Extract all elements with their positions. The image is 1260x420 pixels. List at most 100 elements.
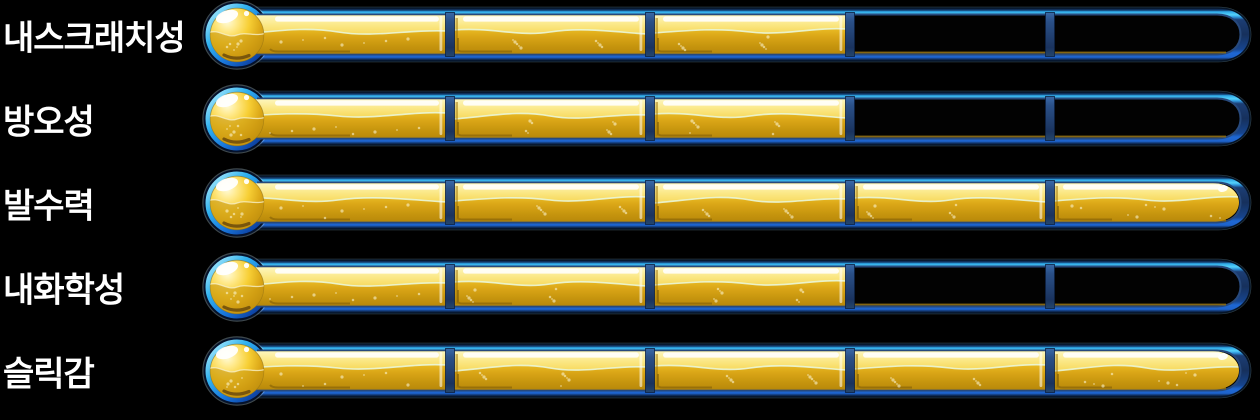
segment-divider (445, 264, 455, 309)
bulb-liquid (210, 31, 264, 62)
fill-speckle (683, 48, 687, 52)
fill-speckle (872, 217, 874, 219)
fill-speckle (563, 374, 567, 378)
fill-speckle (539, 208, 543, 212)
fill-speckle (233, 49, 235, 51)
segment-corner-shadow (657, 38, 712, 53)
segment-left-shadow (655, 354, 658, 388)
fill-speckle (1185, 372, 1187, 374)
fill-speckle (701, 208, 705, 212)
fill-speckle (363, 42, 365, 44)
fill-speckle (1110, 372, 1114, 376)
bulb-shine-highlight (215, 9, 239, 24)
segment-left-shadow (455, 270, 458, 304)
gauge-row: 발수력 (0, 168, 1260, 252)
fill-speckle (560, 385, 562, 387)
fill-speckle (536, 205, 538, 207)
gloss-highlight (663, 268, 839, 274)
segment-right-highlight (839, 184, 843, 219)
fill-speckle (548, 295, 552, 299)
fill-speckle (406, 37, 410, 41)
fill-speckle (236, 46, 238, 48)
fill-speckle (810, 377, 814, 381)
fill-speckle (867, 212, 871, 216)
wave-line (230, 363, 446, 370)
gloss-highlight (275, 184, 439, 190)
fill-speckle (312, 293, 316, 297)
gauge-bar (202, 84, 1252, 154)
fill-speckle (1135, 215, 1139, 219)
segment-divider (845, 96, 855, 141)
fill-speckle (543, 212, 547, 216)
gloss-highlight (463, 268, 639, 274)
gauge-row: 방오성 (0, 84, 1260, 168)
fill-speckle (801, 290, 805, 294)
fill-speckle (241, 377, 243, 379)
wave-line (854, 363, 1046, 370)
fill-speckle (467, 296, 471, 300)
gold-fill-segment (654, 351, 846, 390)
fill-speckle (530, 121, 534, 125)
bulb-bottom-shadow (222, 53, 251, 60)
gold-fill-segment (654, 267, 846, 306)
fill-speckle (1127, 214, 1129, 216)
segment-divider (1045, 12, 1055, 57)
segment-divider (445, 96, 455, 141)
fill-speckle (528, 119, 532, 123)
segment-corner-shadow (857, 374, 912, 389)
fill-speckle (609, 132, 613, 136)
fill-speckle (512, 39, 514, 41)
fill-speckle (515, 42, 519, 46)
segment-right-highlight (639, 100, 643, 135)
fill-speckle (1166, 381, 1170, 385)
fill-speckle (233, 291, 237, 295)
fill-speckle (789, 214, 791, 216)
fill-speckle (598, 43, 602, 47)
segment-divider (1045, 264, 1055, 309)
wave-line (654, 27, 846, 34)
bulb-liquid (210, 283, 264, 314)
fill-speckle (384, 205, 388, 209)
fill-speckle (373, 130, 377, 134)
fill-speckle (240, 212, 244, 216)
fill-speckle (714, 299, 718, 303)
fill-speckle (976, 381, 980, 385)
fill-speckle (469, 298, 473, 302)
segment-right-highlight (639, 268, 643, 303)
bulb-bottom-shadow (222, 221, 251, 228)
fill-speckle (466, 295, 468, 297)
fill-speckle (613, 122, 617, 126)
segment-left-shadow (655, 102, 658, 136)
fill-speckle (226, 128, 228, 130)
bulb-liquid-lower (210, 115, 264, 146)
fill-speckle (302, 205, 304, 207)
fill-speckle (1154, 206, 1156, 208)
wave-line (854, 196, 1046, 203)
fill-speckle (1158, 380, 1160, 382)
gold-fill-segment (454, 267, 646, 306)
fill-speckle (774, 121, 776, 123)
fill-speckle (897, 384, 901, 388)
fill-speckle (340, 43, 344, 47)
fill-speckle (891, 378, 895, 382)
wave-line (454, 28, 646, 35)
bulb-wave-line (210, 31, 264, 37)
fill-speckle (236, 42, 240, 46)
row-label: 발수력 (3, 186, 95, 227)
fill-speckle (618, 205, 622, 209)
segment-left-shadow (455, 186, 458, 220)
gloss-highlight (463, 100, 639, 106)
fill-speckle (229, 215, 233, 219)
gauge-bar (202, 252, 1252, 322)
segment-divider (645, 180, 655, 225)
fill-speckle (790, 215, 794, 219)
fill-speckle (351, 132, 355, 136)
fill-speckle (681, 46, 685, 50)
fill-speckle (783, 208, 785, 210)
segment-divider (845, 348, 855, 393)
fill-speckle (765, 48, 767, 50)
fill-speckle (680, 45, 682, 47)
segment-divider (845, 264, 855, 309)
fill-speckle (323, 36, 327, 40)
segment-corner-shadow (857, 206, 912, 221)
